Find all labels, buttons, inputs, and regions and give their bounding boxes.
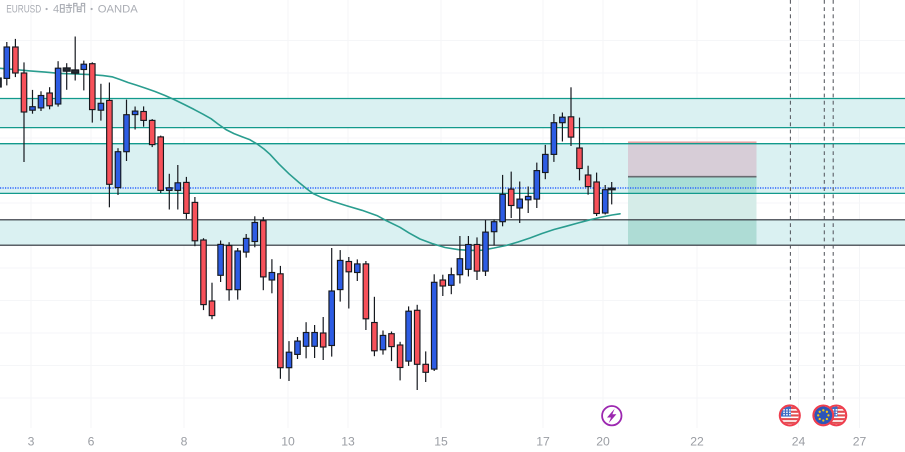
- svg-text:13: 13: [341, 435, 355, 449]
- svg-text:6: 6: [88, 435, 95, 449]
- svg-text:17: 17: [536, 435, 550, 449]
- svg-text:27: 27: [853, 435, 867, 449]
- svg-text:OANDA: OANDA: [98, 4, 139, 16]
- svg-text:20: 20: [596, 435, 610, 449]
- svg-text:15: 15: [434, 435, 448, 449]
- svg-text:24: 24: [792, 435, 806, 449]
- svg-text:4: 4: [53, 4, 59, 16]
- svg-text:10: 10: [281, 435, 295, 449]
- svg-text:3: 3: [28, 435, 35, 449]
- svg-text:8: 8: [181, 435, 188, 449]
- svg-text:EURUSD: EURUSD: [6, 4, 41, 16]
- svg-text:22: 22: [690, 435, 704, 449]
